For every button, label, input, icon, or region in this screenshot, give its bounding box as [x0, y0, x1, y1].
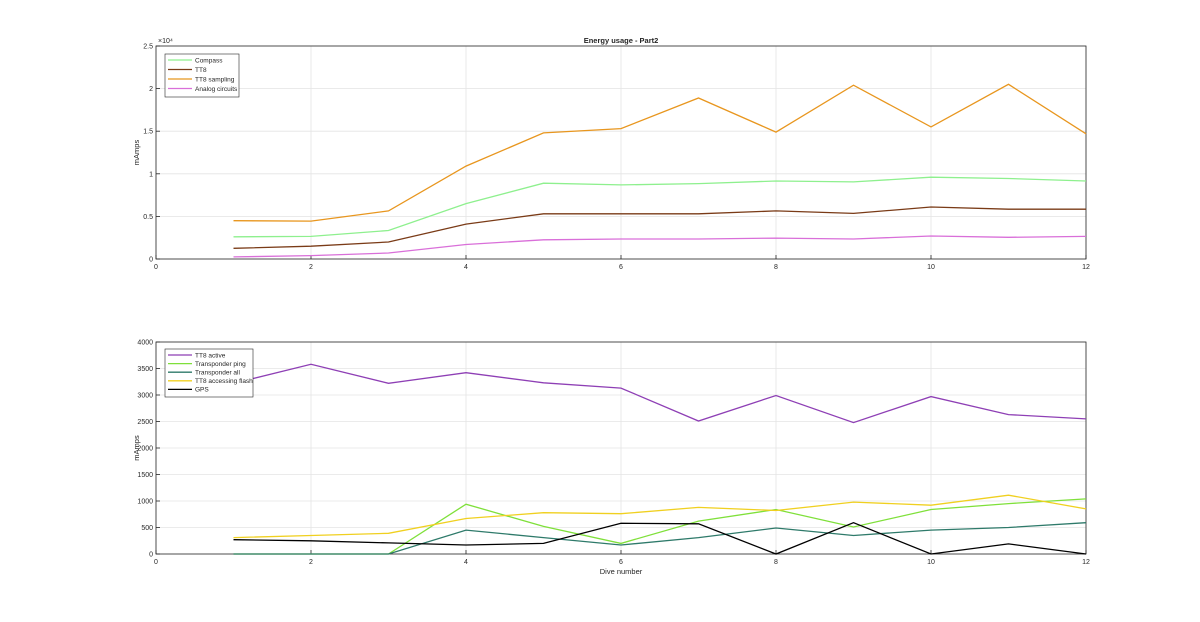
series-line-transponder-ping	[233, 498, 1087, 555]
legend-label: TT8 active	[195, 352, 226, 359]
y-tick-label: 1000	[137, 499, 153, 506]
series-line-tt8	[233, 206, 1086, 249]
x-tick-label: 8	[774, 559, 778, 566]
x-tick-label: 8	[774, 264, 778, 271]
legend-label: TT8	[195, 67, 207, 74]
series-line-tt8-active	[233, 363, 1087, 424]
y-tick-label: 2000	[137, 446, 153, 453]
legend: TT8 active Transponder ping Transponder al…	[164, 348, 254, 398]
x-axis-label: Dive number	[600, 567, 643, 576]
legend-box	[164, 53, 240, 98]
legend-label: TT8 accessing flash	[195, 378, 253, 385]
y-tick-label: 2.5	[143, 44, 153, 51]
legend-label: Compass	[195, 57, 223, 64]
y-tick-label: 3500	[137, 366, 153, 373]
y-tick-label: 0.5	[143, 214, 153, 221]
x-tick-label: 10	[927, 559, 935, 566]
x-tick-label: 10	[927, 264, 935, 271]
x-tick-label: 6	[619, 264, 623, 271]
series-line-tt8-accessing-flash	[233, 494, 1087, 539]
x-tick-label: 0	[154, 264, 158, 271]
y-tick-label: 1500	[137, 472, 153, 479]
series-line-gps	[233, 521, 1087, 555]
y-tick-label: 4000	[137, 340, 153, 347]
top-chart-panel: 0 2 4 6 8 10 12 0 0.5 1 1.5 2 2.5 ×10⁴ Energy usage - …	[132, 36, 1090, 271]
series-line-compass	[233, 176, 1087, 238]
y-tick-label: 2	[149, 86, 153, 93]
y-tick-label: 500	[141, 525, 153, 532]
series-line-transponder-all	[233, 522, 1087, 555]
legend-label: TT8 sampling	[195, 76, 235, 83]
series-line-tt8-sampling	[233, 83, 1087, 222]
y-tick-label: 0	[149, 257, 153, 264]
y-axis-label: mAmps	[132, 140, 141, 166]
x-tick-label: 2	[309, 264, 313, 271]
y-tick-label: 1.5	[143, 129, 153, 136]
x-tick-label: 2	[309, 559, 313, 566]
legend: Compass TT8 TT8 sampling Analog circuits	[164, 53, 240, 98]
y-axis-label: mAmps	[132, 435, 141, 461]
y-tick-label: 3000	[137, 393, 153, 400]
x-tick-label: 12	[1082, 264, 1090, 271]
y-tick-label: 2500	[137, 419, 153, 426]
x-tick-label: 6	[619, 559, 623, 566]
legend-label: Analog circuits	[195, 86, 238, 93]
legend-label: GPS	[195, 387, 209, 394]
y-tick-label: 1	[149, 171, 153, 178]
legend-label: Transponder ping	[195, 361, 246, 368]
x-tick-label: 4	[464, 264, 468, 271]
legend-label: Transponder all	[195, 370, 240, 377]
y-axis-exponent: ×10⁴	[158, 38, 173, 45]
series-line-analog-circuits	[233, 235, 1087, 258]
chart-title: Energy usage - Part2	[584, 36, 659, 45]
y-tick-label: 0	[149, 552, 153, 559]
x-tick-label: 0	[154, 559, 158, 566]
bottom-chart-panel: 0 2 4 6 8 10 12 0 500 1000 1500 2000 2500 3000 3500 400…	[132, 340, 1090, 577]
x-tick-label: 12	[1082, 559, 1090, 566]
x-tick-label: 4	[464, 559, 468, 566]
